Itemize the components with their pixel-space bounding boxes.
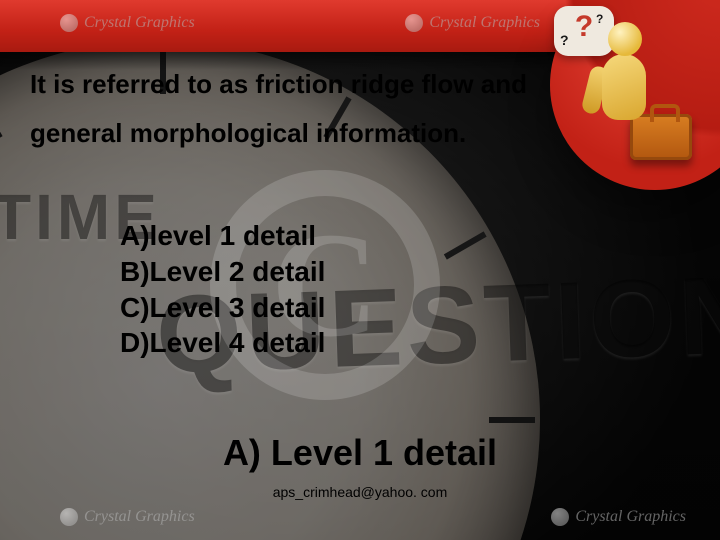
watermark-text: Crystal Graphics xyxy=(84,14,195,32)
globe-icon xyxy=(551,508,569,526)
options-list: A)level 1 detail B)Level 2 detail C)Leve… xyxy=(120,218,325,361)
globe-icon xyxy=(60,508,78,526)
question-text: It is referred to as friction ridge flow… xyxy=(30,60,550,159)
option-d: D)Level 4 detail xyxy=(120,325,325,361)
footer-email: aps_crimhead@yahoo. com xyxy=(0,484,720,500)
option-c: C)Level 3 detail xyxy=(120,290,325,326)
mascot-head xyxy=(608,22,642,56)
globe-icon xyxy=(60,14,78,32)
option-b: B)Level 2 detail xyxy=(120,254,325,290)
globe-icon xyxy=(405,14,423,32)
slide: TIME QUESTIONS ?? Crystal Graphics Cryst… xyxy=(0,0,720,540)
mascot-body xyxy=(602,54,646,120)
watermark-top-left: Crystal Graphics xyxy=(60,14,195,32)
watermark-bottom-left: Crystal Graphics xyxy=(60,508,195,526)
watermark-text: Crystal Graphics xyxy=(575,508,686,526)
thought-bubble-icon: ?? xyxy=(554,6,614,56)
watermark-text: Crystal Graphics xyxy=(429,14,540,32)
option-a: A)level 1 detail xyxy=(120,218,325,254)
watermark-text: Crystal Graphics xyxy=(84,508,195,526)
mascot-figure: ?? xyxy=(572,10,702,170)
question-line-2: general morphological information. xyxy=(30,118,466,148)
watermark-bottom-right: Crystal Graphics xyxy=(551,508,686,526)
watermark-top-right: Crystal Graphics xyxy=(405,14,540,32)
briefcase-icon xyxy=(630,114,692,160)
answer-text: A) Level 1 detail xyxy=(0,432,720,474)
question-line-1: It is referred to as friction ridge flow… xyxy=(30,69,527,99)
